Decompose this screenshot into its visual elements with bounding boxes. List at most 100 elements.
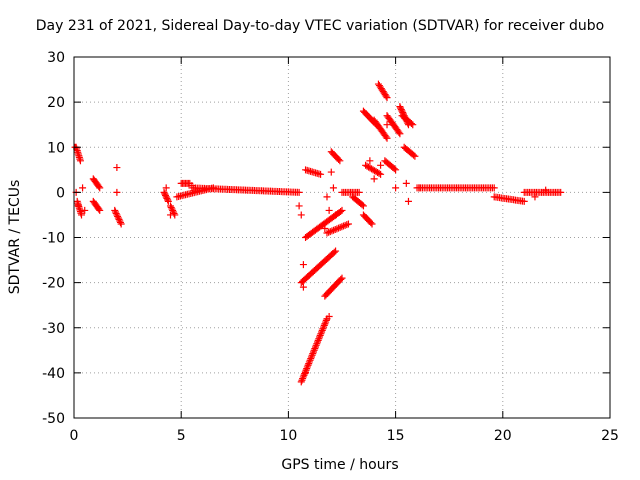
data-point [338,223,346,231]
data-point [407,120,415,128]
data-point [344,220,352,228]
data-point [336,157,344,165]
data-point [162,193,170,201]
data-point [307,353,315,361]
data-point [325,228,333,236]
data-point [307,355,315,363]
data-point [317,330,325,338]
data-point [305,360,313,368]
data-point [320,321,328,329]
x-tick-label: 20 [494,428,512,444]
data-point [399,109,407,117]
data-point [321,224,329,232]
data-point [81,206,89,214]
data-point [115,215,123,223]
data-point [337,275,345,283]
data-point [96,184,104,192]
data-point [402,179,410,187]
x-tick-label: 25 [601,428,619,444]
data-point [382,92,390,100]
data-point [382,133,390,141]
data-point [323,229,331,237]
data-point [396,130,404,138]
data-point [415,184,423,192]
data-point [164,197,172,205]
data-point [335,224,343,232]
x-tick-label: 5 [177,428,186,444]
data-point [309,350,317,358]
data-point [410,151,418,159]
data-point [322,318,330,326]
data-point [375,169,383,177]
data-point [299,283,307,291]
data-point [383,121,391,129]
x-tick-label: 10 [279,428,297,444]
y-tick-label: -50 [42,411,65,427]
y-tick-label: -20 [42,276,65,292]
data-point [301,370,309,378]
y-tick-label: 10 [47,140,65,156]
data-point [317,170,325,178]
data-point [330,248,338,256]
data-point [397,104,405,112]
data-point [404,197,412,205]
data-point [332,211,340,219]
data-point [164,196,172,204]
y-tick-label: -10 [42,231,65,247]
data-point [161,191,169,199]
data-point [366,157,374,165]
y-tick-label: -30 [42,321,65,337]
data-point [370,175,378,183]
data-point [490,184,498,192]
data-point [297,211,305,219]
data-point [338,206,346,214]
y-axis-label: SDTVAR / TECUs [7,179,23,295]
data-point [329,184,337,192]
data-point [377,170,385,178]
data-point [377,161,385,169]
data-point [313,340,321,348]
data-point [312,341,320,349]
data-point [531,193,539,201]
data-point [111,208,119,216]
data-point [368,220,376,228]
data-point [166,202,174,210]
data-point [335,155,343,163]
data-point [319,325,327,333]
data-point [358,201,366,209]
data-point [397,106,405,114]
data-point [321,320,329,328]
data-point [309,348,317,356]
data-point [314,338,322,346]
data-point [168,205,176,213]
data-point [160,188,168,196]
data-point [305,358,313,366]
chart-title: Day 231 of 2021, Sidereal Day-to-day VTE… [35,18,605,34]
data-point [79,184,87,192]
data-point [114,212,122,220]
data-point [116,218,124,226]
data-point [341,221,349,229]
data-point [113,188,121,196]
data-point [167,203,175,211]
data-point [318,328,326,336]
y-tick-label: 0 [56,185,65,201]
data-point [113,164,121,172]
grid-lines [74,57,610,418]
x-axis-label: GPS time / hours [281,457,399,473]
data-point [112,209,120,217]
data-point [390,165,398,173]
data-point [113,211,121,219]
y-tick-label: -40 [42,366,65,382]
data-point [311,343,319,351]
data-point [311,345,319,353]
data-point [316,333,324,341]
data-point [74,202,82,210]
data-point [557,188,565,196]
data-point [95,205,103,213]
data-point [332,247,340,255]
data-point [169,206,177,214]
y-tick-label: 30 [47,50,65,66]
data-point [303,365,311,373]
